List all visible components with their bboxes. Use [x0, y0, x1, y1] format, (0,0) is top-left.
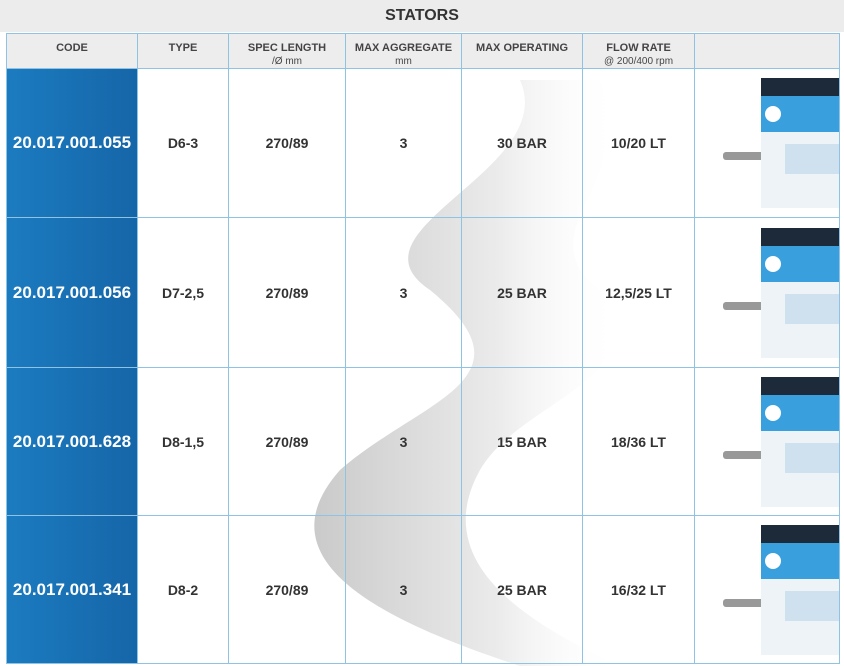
data-cell: 18/36 LT — [582, 367, 695, 516]
data-cell: 12,5/25 LT — [582, 217, 695, 368]
code-cell: 20.017.001.628 — [6, 367, 138, 516]
stator-image — [723, 376, 839, 507]
data-cell: 25 BAR — [461, 217, 583, 368]
data-cell: 3 — [345, 515, 462, 664]
data-cell: D6-3 — [137, 68, 229, 218]
data-cell: D7-2,5 — [137, 217, 229, 368]
header-title: CODE — [56, 42, 88, 54]
header-title: MAX AGGREGATE — [354, 42, 453, 54]
header-subtitle: /Ø mm — [272, 56, 302, 67]
table-title: STATORS — [0, 0, 844, 32]
data-cell: 270/89 — [228, 217, 346, 368]
image-cell — [694, 367, 840, 516]
data-cell: 3 — [345, 68, 462, 218]
data-cell: 3 — [345, 367, 462, 516]
header-title: FLOW RATE — [606, 42, 671, 54]
data-cell: 10/20 LT — [582, 68, 695, 218]
header-cell: TYPE — [137, 33, 229, 69]
image-cell — [694, 68, 840, 218]
image-cell — [694, 217, 840, 368]
stator-image — [723, 227, 839, 358]
data-cell: 15 BAR — [461, 367, 583, 516]
code-cell: 20.017.001.055 — [6, 68, 138, 218]
header-title: MAX OPERATING — [475, 42, 569, 54]
header-cell: SPEC LENGTH/Ø mm — [228, 33, 346, 69]
header-subtitle: mm — [395, 56, 412, 67]
data-cell: 25 BAR — [461, 515, 583, 664]
header-subtitle: @ 200/400 rpm — [603, 56, 674, 67]
image-cell — [694, 515, 840, 664]
data-cell: 270/89 — [228, 515, 346, 664]
stator-image — [723, 78, 839, 208]
header-title: SPEC LENGTH — [247, 42, 327, 54]
header-cell — [694, 33, 840, 69]
header-cell: CODE — [6, 33, 138, 69]
code-cell: 20.017.001.056 — [6, 217, 138, 368]
data-cell: 3 — [345, 217, 462, 368]
stator-image — [723, 524, 839, 655]
header-cell: MAX OPERATING — [461, 33, 583, 69]
data-cell: D8-1,5 — [137, 367, 229, 516]
data-cell: 16/32 LT — [582, 515, 695, 664]
data-cell: 30 BAR — [461, 68, 583, 218]
code-cell: 20.017.001.341 — [6, 515, 138, 664]
header-cell: FLOW RATE @ 200/400 rpm — [582, 33, 695, 69]
header-title: TYPE — [168, 42, 198, 54]
data-cell: 270/89 — [228, 367, 346, 516]
data-cell: D8-2 — [137, 515, 229, 664]
data-cell: 270/89 — [228, 68, 346, 218]
header-cell: MAX AGGREGATE mm — [345, 33, 462, 69]
